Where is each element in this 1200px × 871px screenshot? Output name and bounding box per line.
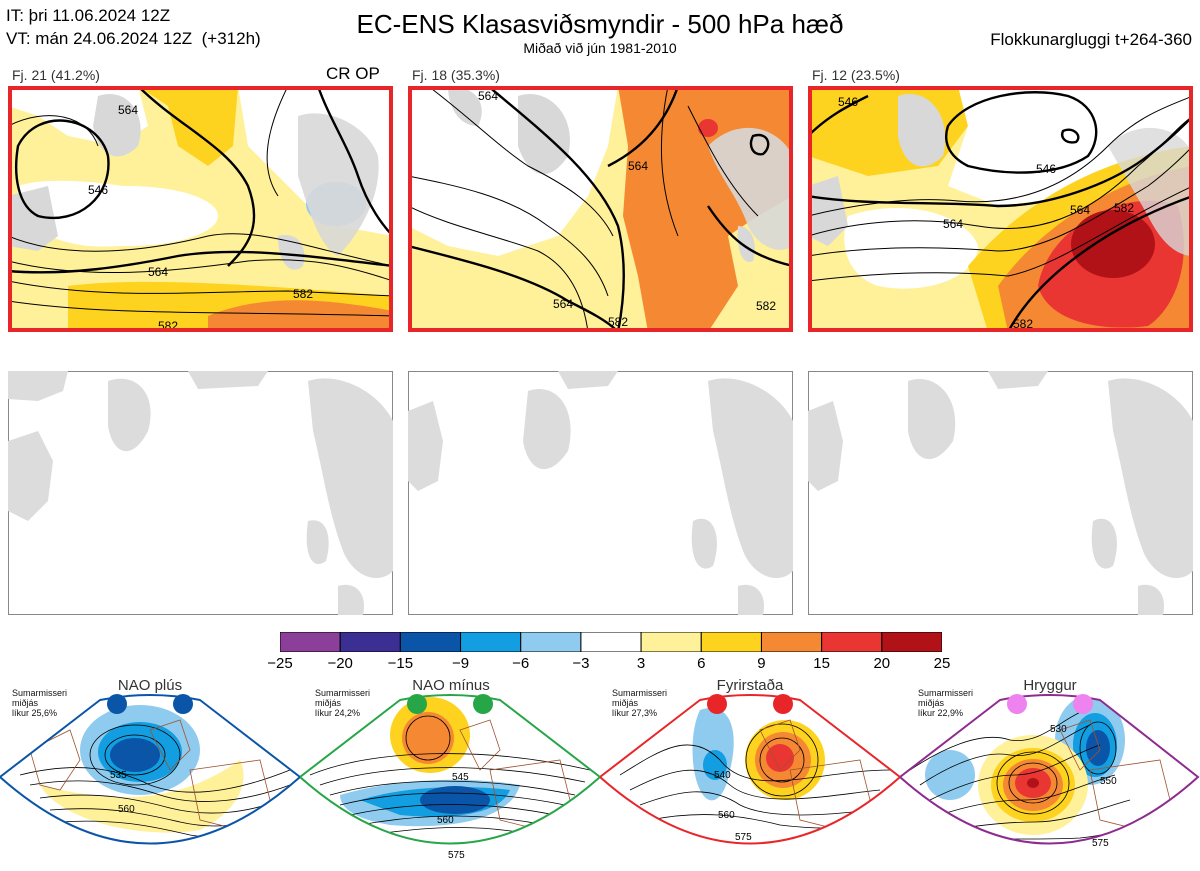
colorbar-tick-label: 6 bbox=[697, 655, 706, 672]
regime-contour-label: 545 bbox=[452, 772, 469, 783]
colorbar-swatch bbox=[399, 631, 462, 653]
colorbar-swatch bbox=[339, 631, 401, 653]
regime-contour-label: 575 bbox=[1092, 838, 1109, 849]
regime-level: miðjás bbox=[12, 698, 39, 708]
regime-contour-label: 560 bbox=[437, 815, 454, 826]
regime-season: Sumarmisseri bbox=[612, 688, 668, 698]
regime-2-title: NAO mínus bbox=[412, 677, 490, 694]
cluster-3-contour-label: 564 bbox=[1070, 203, 1090, 217]
colorbar-swatch bbox=[640, 631, 702, 653]
run-times: IT: þri 11.06.2024 12Z VT: mán 24.06.2024… bbox=[6, 4, 261, 50]
cluster-3-contour-label: 582 bbox=[1013, 317, 1033, 331]
regime-nao-minus-map: 545 560 575 bbox=[300, 690, 602, 871]
regime-3-title: Fyrirstaða bbox=[716, 677, 784, 694]
cluster-3-map: 546 546 564 564 582 582 bbox=[808, 86, 1193, 332]
regime-4-meta: Sumarmisseri miðjás líkur 22,9% bbox=[918, 688, 973, 718]
colorbar-swatch bbox=[881, 631, 943, 653]
regime-contour-label: 560 bbox=[118, 804, 135, 815]
regime-contour-label: 540 bbox=[714, 770, 731, 781]
page-title: EC-ENS Klasasviðsmyndir - 500 hPa hæð bbox=[356, 9, 844, 39]
colorbar-tick-label: −3 bbox=[572, 655, 590, 672]
valid-time: VT: mán 24.06.2024 12Z (+312h) bbox=[6, 29, 261, 48]
cluster-2-contour-label: 582 bbox=[608, 315, 628, 329]
regime-probability: líkur 25,6% bbox=[12, 708, 58, 718]
colorbar bbox=[279, 631, 943, 653]
colorbar-swatch bbox=[580, 631, 642, 653]
regime-contour-label: 535 bbox=[110, 770, 127, 781]
colorbar-tick-label: −25 bbox=[267, 655, 293, 672]
regime-probability: líkur 27,3% bbox=[612, 708, 658, 718]
colorbar-tick-label: 20 bbox=[873, 655, 891, 672]
regime-3-meta: Sumarmisseri miðjás líkur 27,3% bbox=[612, 688, 667, 718]
colorbar-tick-label: 3 bbox=[636, 655, 646, 672]
cluster-3-label: Fj. 12 (23.5%) bbox=[812, 67, 900, 83]
regime-season: Sumarmisseri bbox=[315, 688, 371, 698]
cluster-2-map: 564 564 564 582 582 bbox=[408, 86, 793, 332]
cluster-2-contour-label: 564 bbox=[553, 297, 573, 311]
regime-2-meta: Sumarmisseri miðjás líkur 24,2% bbox=[315, 688, 370, 718]
cluster-1-contour-label: 582 bbox=[293, 287, 313, 301]
regime-ridge-map: 530 550 575 bbox=[900, 690, 1200, 871]
regime-blocking-map: 540 560 575 bbox=[600, 690, 902, 871]
colorbar-swatch bbox=[821, 631, 883, 653]
cluster-1-contour-label: 564 bbox=[118, 103, 138, 117]
cluster-3-contour-label: 582 bbox=[1114, 201, 1134, 215]
cluster-3-contour-label: 546 bbox=[1036, 162, 1056, 176]
cluster-1-tag: CR OP bbox=[326, 64, 380, 83]
init-time: IT: þri 11.06.2024 12Z bbox=[6, 6, 171, 25]
colorbar-tick-label: −6 bbox=[512, 655, 530, 672]
cluster-2-contour-label: 564 bbox=[628, 159, 648, 173]
regime-contour-label: 550 bbox=[1100, 776, 1117, 787]
cluster-3-contour-label: 564 bbox=[943, 217, 963, 231]
regime-probability: líkur 22,9% bbox=[918, 708, 964, 718]
colorbar-swatch bbox=[700, 631, 762, 653]
cluster-1-label: Fj. 21 (41.2%) bbox=[12, 67, 100, 83]
colorbar-tick-label: 9 bbox=[757, 655, 766, 672]
cluster-2-label: Fj. 18 (35.3%) bbox=[412, 67, 500, 83]
regime-level: miðjás bbox=[918, 698, 945, 708]
regime-level: miðjás bbox=[315, 698, 342, 708]
colorbar-swatch bbox=[460, 631, 522, 653]
colorbar-tick-label: −9 bbox=[451, 655, 470, 672]
empty-base-map-2 bbox=[408, 371, 793, 615]
regime-level: miðjás bbox=[612, 698, 639, 708]
regime-nao-plus-map: 535 560 bbox=[0, 690, 302, 871]
regime-4-title: Hryggur bbox=[1023, 677, 1077, 694]
colorbar-tick-label: −20 bbox=[327, 655, 353, 672]
empty-base-map-1 bbox=[8, 371, 393, 615]
cluster-3-contour-label: 546 bbox=[838, 95, 858, 109]
regime-probability: líkur 24,2% bbox=[315, 708, 361, 718]
regime-contour-label: 575 bbox=[735, 832, 752, 843]
regime-season: Sumarmisseri bbox=[12, 688, 68, 698]
classification-window: Flokkunargluggi t+264-360 bbox=[990, 30, 1192, 49]
colorbar-swatch bbox=[520, 631, 582, 653]
colorbar-tick-label: −15 bbox=[387, 655, 414, 672]
colorbar-swatch bbox=[279, 631, 341, 653]
colorbar-tick-label: 15 bbox=[813, 655, 830, 672]
regime-1-title: NAO plús bbox=[117, 677, 183, 694]
colorbar-tick-label: 25 bbox=[933, 655, 951, 672]
cluster-1-map: 546 564 564 582 582 bbox=[8, 86, 393, 332]
regime-contour-label: 560 bbox=[718, 810, 735, 821]
regime-contour-label: 575 bbox=[448, 850, 465, 861]
page-subtitle: Miðað við jún 1981-2010 bbox=[523, 40, 677, 56]
colorbar-swatch bbox=[760, 631, 823, 653]
empty-base-map-3 bbox=[808, 371, 1193, 615]
cluster-1-contour-label: 564 bbox=[148, 265, 168, 279]
regime-1-meta: Sumarmisseri miðjás líkur 25,6% bbox=[12, 688, 67, 718]
regime-contour-label: 530 bbox=[1050, 724, 1067, 735]
cluster-2-contour-label: 582 bbox=[756, 299, 776, 313]
cluster-2-contour-label: 564 bbox=[478, 89, 498, 103]
cluster-1-contour-label: 546 bbox=[88, 183, 108, 197]
regime-season: Sumarmisseri bbox=[918, 688, 974, 698]
